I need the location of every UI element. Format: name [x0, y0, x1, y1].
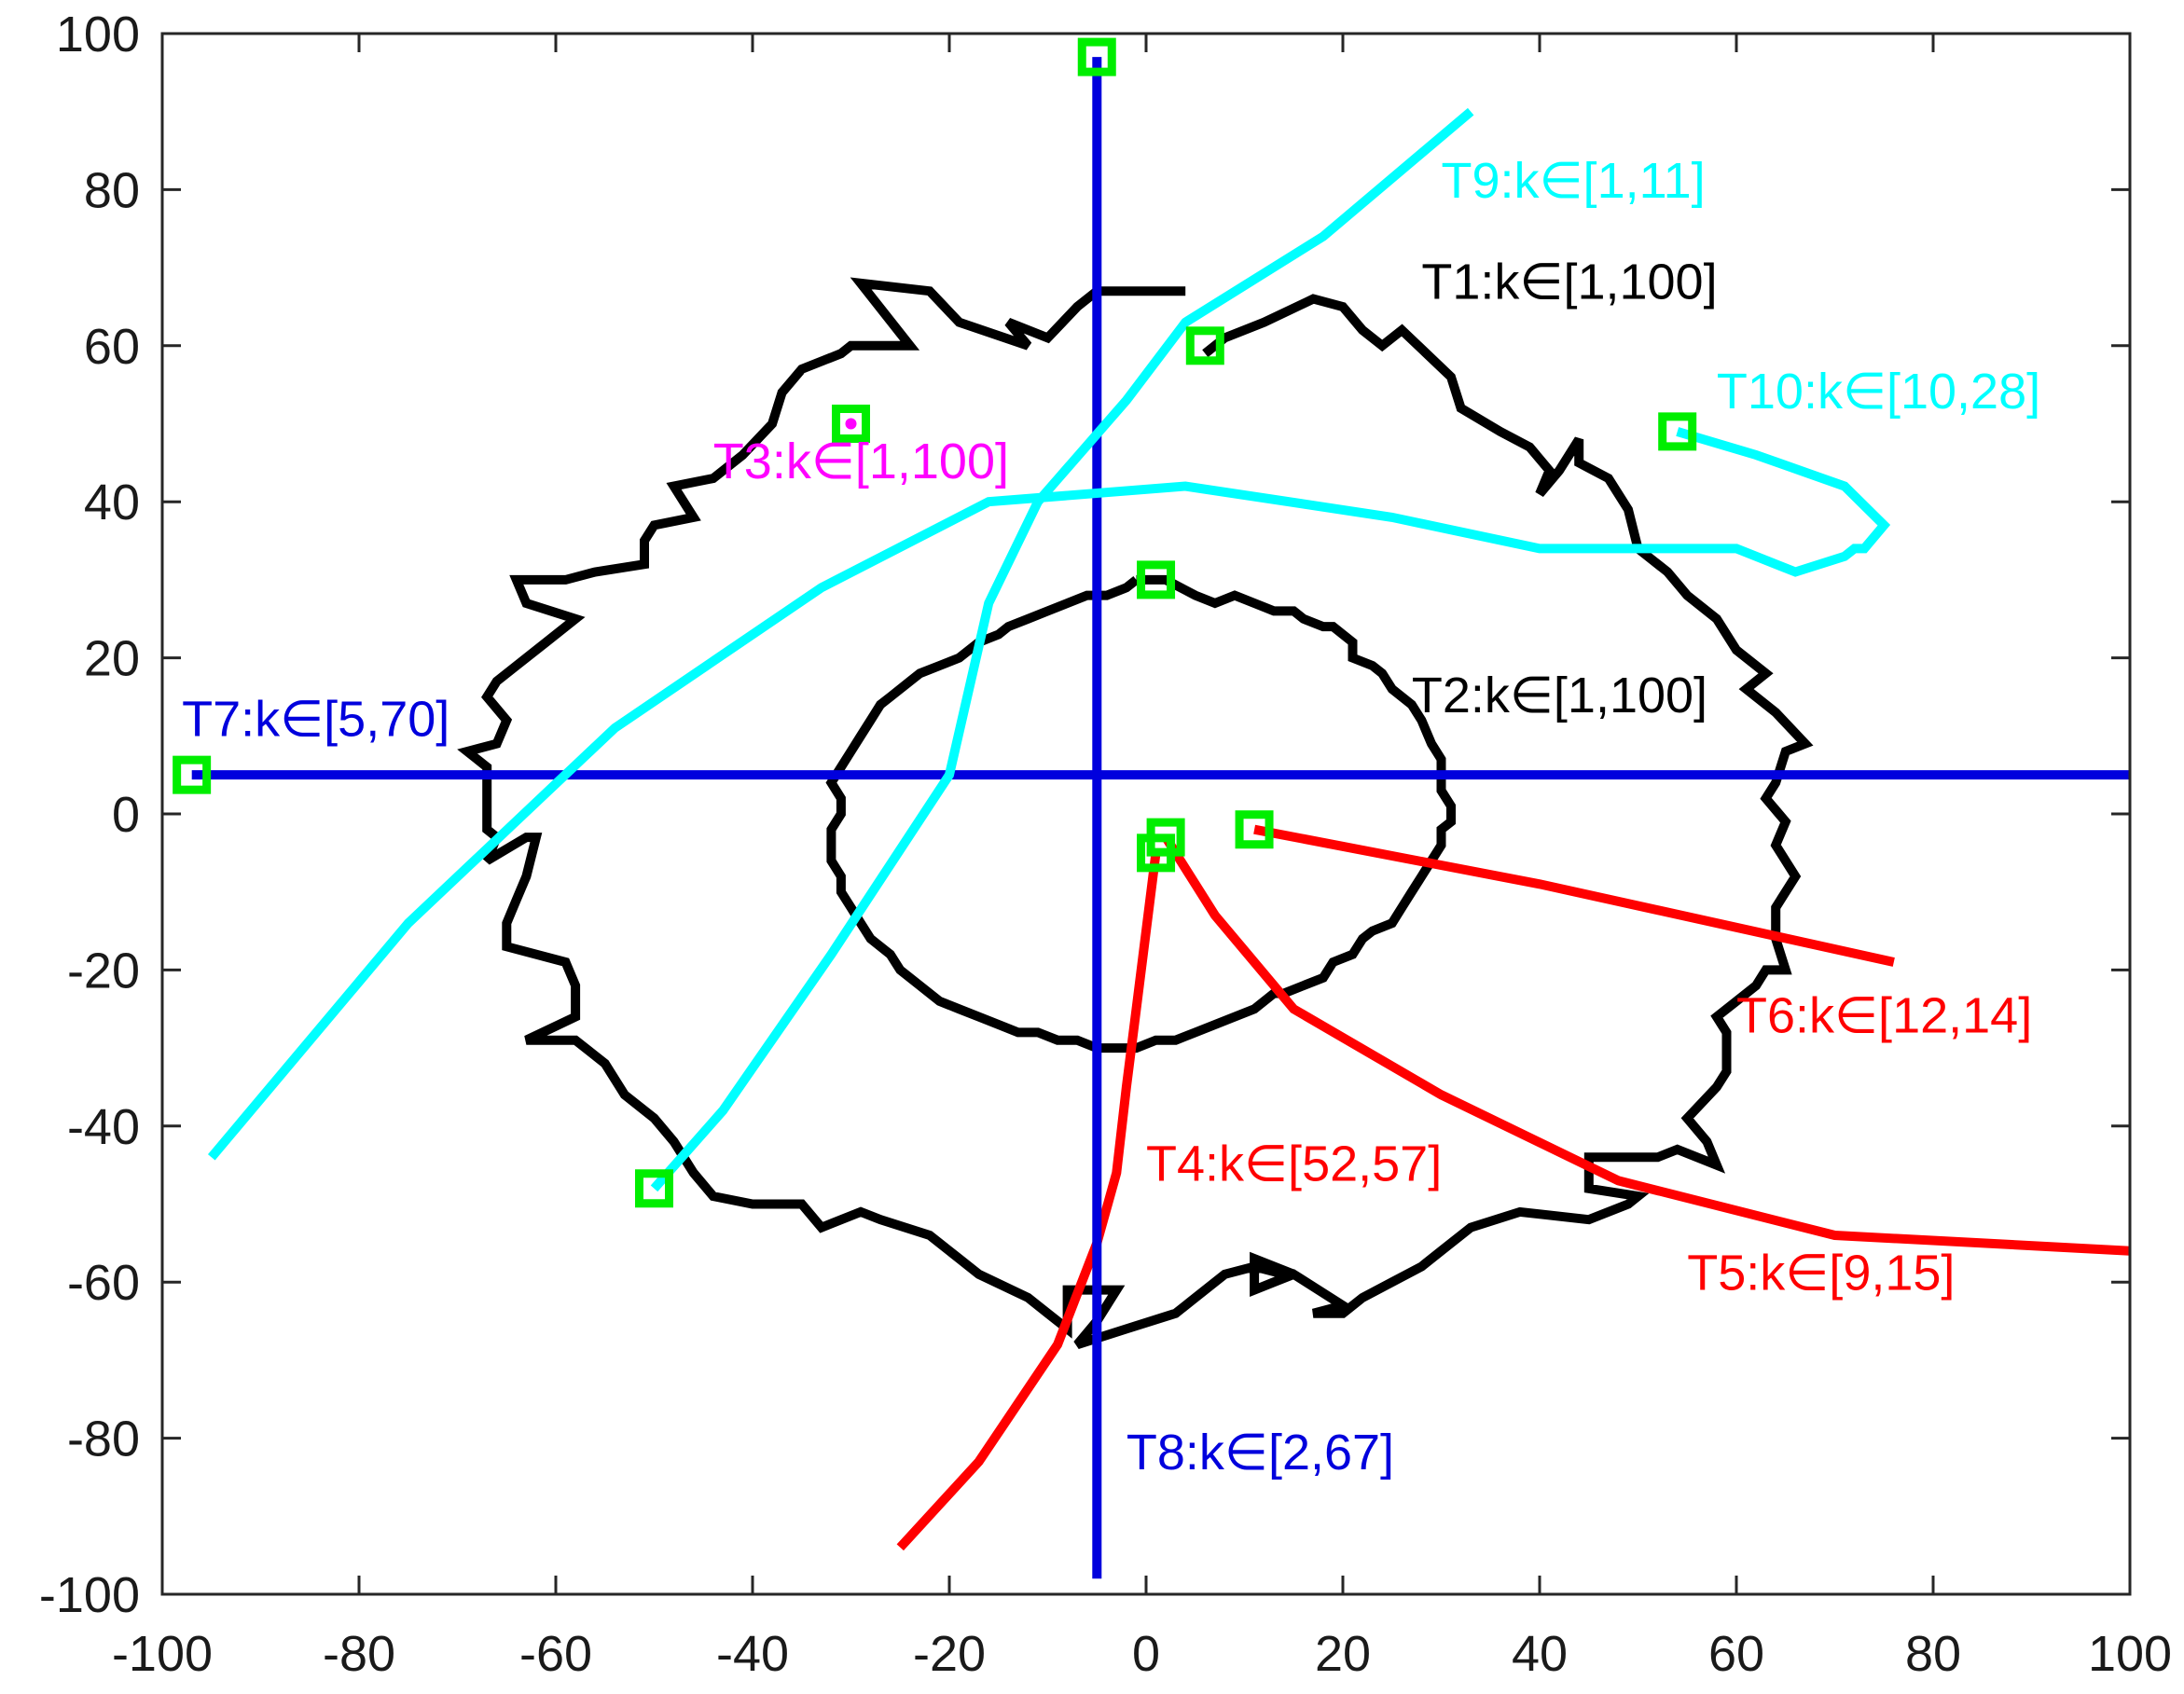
x-axis: -100 -80 -60 -40 -20 0 20 40 60 80 100 [112, 34, 2172, 1682]
x-tick-label: -20 [913, 1626, 986, 1682]
x-tick-label: 60 [1708, 1626, 1764, 1682]
x-tick-label: 100 [2088, 1626, 2172, 1682]
track-point-t3 [845, 418, 857, 430]
x-tick-label: -100 [112, 1626, 213, 1682]
x-tick-label: -60 [519, 1626, 592, 1682]
track-line-t6 [1253, 824, 1895, 967]
start-marker [1185, 326, 1224, 365]
track-label: T1:k∈[1,100] [1421, 255, 1717, 310]
start-marker [1658, 412, 1697, 451]
x-tick-label: 80 [1905, 1626, 1961, 1682]
start-markers [173, 37, 1697, 1208]
x-tick-label: 40 [1512, 1626, 1568, 1682]
y-tick-label: 80 [84, 162, 140, 218]
track-line-t1 [457, 277, 1814, 1349]
track-label: T9:k∈[1,11] [1442, 153, 1706, 209]
y-tick-label: -100 [39, 1567, 140, 1623]
y-tick-label: -80 [67, 1412, 140, 1467]
y-tick-label: -60 [67, 1255, 140, 1311]
x-tick-label: -80 [323, 1626, 395, 1682]
x-tick-label: 20 [1315, 1626, 1371, 1682]
start-marker [635, 1169, 673, 1208]
y-tick-label: 20 [84, 631, 140, 687]
x-tick-label: 0 [1132, 1626, 1160, 1682]
y-tick-label: 100 [56, 7, 140, 62]
track-label: T4:k∈[52,57] [1146, 1136, 1442, 1191]
track-line-t4 [896, 852, 1161, 1551]
y-tick-label: 0 [112, 787, 140, 843]
plot-area [162, 34, 2130, 1594]
track-line-t5 [1161, 834, 2131, 1256]
start-marker [1137, 833, 1176, 873]
start-marker [1077, 37, 1116, 76]
y-tick-label: 40 [84, 475, 140, 530]
track-label: T8:k∈[2,67] [1127, 1425, 1394, 1481]
track-label: T3:k∈[1,100] [713, 434, 1009, 489]
track-line-t2 [825, 574, 1456, 1054]
track-label: T6:k∈[12,14] [1736, 987, 2032, 1043]
y-tick-label: -20 [67, 943, 140, 998]
y-tick-label: 60 [84, 319, 140, 375]
track-label: T7:k∈[5,70] [182, 691, 449, 747]
x-tick-label: -40 [716, 1626, 789, 1682]
start-marker [1137, 560, 1176, 599]
trajectory-series [191, 57, 2131, 1579]
track-line-t9 [650, 107, 1474, 1192]
track-label: T5:k∈[9,15] [1687, 1246, 1955, 1301]
track-labels: T9:k∈[1,11] T1:k∈[1,100]T10:k∈[10,28] T3:k… [182, 153, 2040, 1481]
start-marker [1235, 810, 1274, 849]
y-tick-label: -40 [67, 1099, 140, 1155]
start-marker [173, 755, 212, 794]
y-axis: -100 -80 -60 -40 -20 0 20 40 60 80 100 [39, 7, 2130, 1623]
track-label: T2:k∈[1,100] [1412, 668, 1707, 723]
track-line-t10 [207, 427, 1891, 1161]
track-label: T10:k∈[10,28] [1717, 364, 2040, 420]
start-marker [832, 405, 870, 443]
